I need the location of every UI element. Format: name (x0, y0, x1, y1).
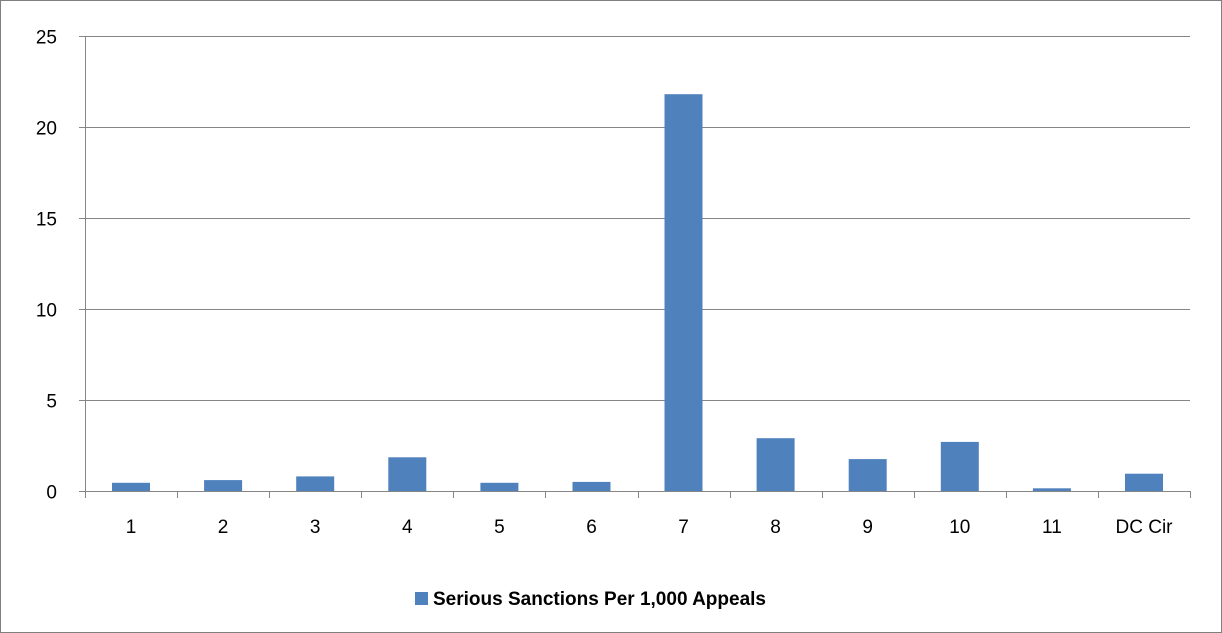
bar (388, 457, 427, 491)
x-tick-labels: 1 2 3 4 5 6 7 8 9 10 11 DC Cir (126, 517, 1173, 538)
legend: Serious Sanctions Per 1,000 Appeals (415, 589, 766, 610)
legend-swatch (415, 592, 428, 605)
bar (572, 481, 611, 491)
x-tick-label: 3 (310, 517, 321, 538)
x-tick-label: 2 (218, 517, 229, 538)
y-tick-label: 0 (46, 483, 57, 504)
axes (79, 36, 1191, 498)
bar (296, 476, 335, 491)
y-tick-label: 10 (36, 301, 57, 322)
gridlines (85, 36, 1190, 401)
x-tick-label: 6 (586, 517, 597, 538)
x-tick-label: 1 (126, 517, 137, 538)
x-tick-label: DC Cir (1116, 517, 1174, 538)
y-tick-label: 5 (46, 392, 57, 413)
bars (112, 94, 1163, 491)
bar (940, 441, 979, 491)
x-tick-label: 4 (402, 517, 413, 538)
x-tick-label: 11 (1042, 517, 1062, 538)
bar (848, 459, 887, 491)
y-tick-label: 15 (36, 210, 57, 231)
bar (1032, 488, 1071, 491)
bar (204, 480, 243, 491)
x-tick-label: 8 (770, 517, 781, 538)
legend-label: Serious Sanctions Per 1,000 Appeals (433, 589, 766, 610)
x-tick-label: 9 (862, 517, 873, 538)
bar (1125, 473, 1163, 491)
x-tick-label: 10 (949, 517, 970, 538)
bar (664, 94, 703, 491)
bar (480, 482, 519, 491)
bar (112, 482, 150, 491)
y-tick-labels: 0 5 10 15 20 25 (36, 28, 57, 504)
x-tick-label: 7 (678, 517, 689, 538)
y-tick-label: 20 (36, 119, 57, 140)
bar (756, 438, 795, 491)
y-tick-label: 25 (36, 28, 57, 49)
x-tick-label: 5 (494, 517, 505, 538)
